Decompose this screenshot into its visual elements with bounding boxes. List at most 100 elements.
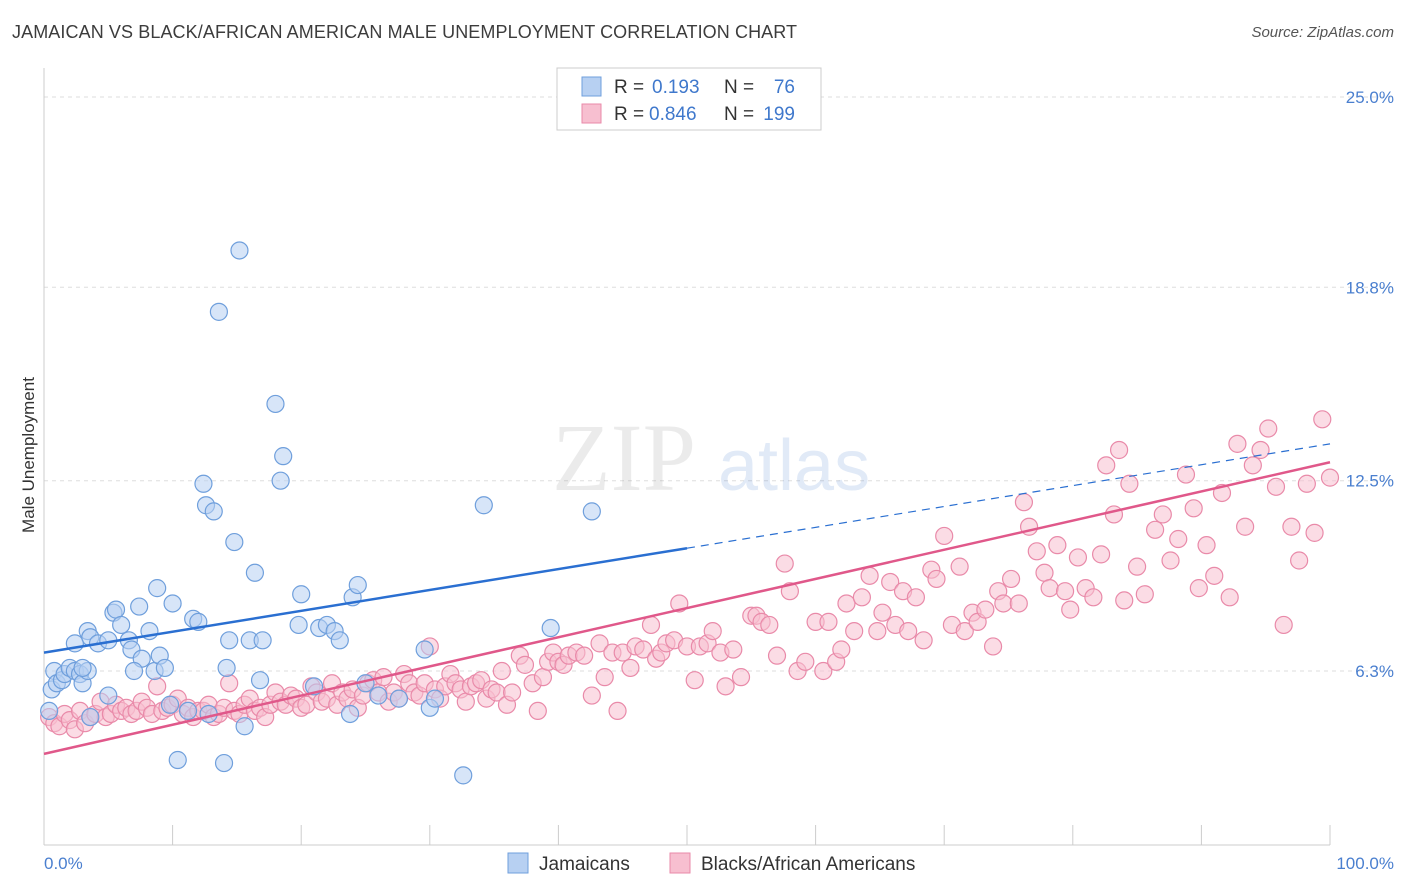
blacks-point-130 [760,615,779,635]
blacks-point-21 [148,677,167,696]
blacks-point-104 [590,634,609,653]
bottom-legend-swatch-blacks [669,852,691,874]
jamaicans-point-70 [474,496,493,515]
blacks-point-184 [1127,557,1147,576]
blacks-point-122 [703,621,722,641]
blacks-point-165 [1001,569,1021,589]
blacks-point-186 [1146,520,1165,539]
blacks-point-112 [641,615,661,635]
jamaicans-point-73 [73,658,92,678]
blacks-point-177 [1084,588,1103,607]
chart-title: JAMAICAN VS BLACK/AFRICAN AMERICAN MALE … [12,22,798,42]
legend-r-label-0: R = [614,77,644,98]
blacks-point-182 [1115,591,1134,610]
blacks-point-158 [955,621,974,641]
blacks-point-150 [899,621,918,641]
legend-box: R = 0.193 N = 76 R = 0.846 N = 199 [556,67,822,131]
blacks-point-201 [1259,419,1278,438]
y-tick-labels: 6.3% 12.5% 18.8% 25.0% [1346,88,1394,681]
blacks-point-203 [1274,615,1293,635]
blacks-point-126 [731,668,751,687]
jamaicans-point-65 [389,689,409,708]
blacks-point-144 [860,566,879,585]
blacks-point-103 [582,686,601,705]
series-jamaicans-points [40,241,601,785]
bottom-legend-blacks: Blacks/African Americans [701,854,915,875]
blacks-point-207 [1305,523,1324,542]
blacks-point-125 [724,640,743,659]
blacks-point-189 [1169,529,1188,549]
blacks-point-204 [1282,517,1301,536]
jamaicans-point-39 [209,302,228,321]
blacks-point-124 [716,677,735,696]
blacks-point-119 [685,671,704,690]
jamaicans-point-0 [40,701,59,721]
blacks-point-162 [983,637,1003,656]
blacks-point-155 [935,526,954,546]
blacks-point-193 [1197,536,1216,555]
jamaicans-point-18 [106,600,126,619]
blacks-point-146 [873,603,892,622]
jamaicans-point-60 [340,704,360,724]
blacks-point-180 [1104,505,1124,524]
jamaicans-point-64 [369,686,388,705]
jamaicans-point-68 [425,689,445,708]
blacks-point-202 [1266,477,1286,496]
legend-r-value-0: 0.193 [652,77,700,98]
blacks-point-145 [868,621,887,641]
legend-r-label-1: R = [614,104,644,125]
blacks-point-102 [575,646,594,665]
jamaicans-point-45 [235,717,254,736]
jamaicans-point-62 [348,575,367,595]
blacks-point-196 [1220,588,1239,607]
trend-lines [43,443,1331,756]
blacks-point-166 [1009,594,1028,613]
blacks-point-92 [515,655,535,674]
blacks-point-191 [1184,499,1203,518]
blacks-point-143 [852,588,871,607]
bottom-legend-swatch-jamaicans [507,852,529,874]
blacks-point-187 [1153,505,1172,524]
blacks-point-94 [528,701,547,721]
blacks-point-171 [1040,579,1059,598]
legend-n-label-0: N = [724,77,754,98]
watermark: ZIP atlas [552,404,870,511]
jamaicans-trend-line [43,546,688,654]
blacks-point-169 [1027,542,1046,561]
blacks-point-151 [906,588,926,607]
blacks-point-190 [1176,465,1196,484]
blacks-point-81 [456,692,475,711]
blacks-point-179 [1097,456,1116,475]
x-tick-label-1: 100.0% [1336,854,1394,873]
jamaicans-point-31 [168,750,187,770]
jamaicans-point-54 [292,585,311,604]
watermark-zip: ZIP [552,404,696,511]
jamaicans-trend-extension [686,443,1331,549]
blacks-point-170 [1035,563,1054,582]
jamaicans-point-49 [253,631,272,650]
source-label: Source: ZipAtlas.com [1251,24,1394,41]
jamaicans-point-48 [250,671,270,690]
y-axis-label: Male Unemployment [19,377,38,533]
y-tick-label-0: 6.3% [1355,662,1394,681]
jamaicans-point-66 [415,640,434,659]
legend-n-label-1: N = [724,104,754,125]
blacks-point-183 [1120,474,1139,493]
legend-swatch-jamaicans [581,76,602,97]
jamaicans-point-71 [541,618,560,638]
y-tick-label-3: 25.0% [1346,88,1394,107]
jamaicans-point-29 [160,695,180,714]
jamaicans-point-74 [124,661,144,681]
blacks-point-137 [814,661,833,681]
jamaicans-point-26 [148,579,167,598]
blacks-point-172 [1048,536,1067,555]
blacks-point-181 [1109,440,1129,460]
blacks-point-173 [1055,582,1075,601]
jamaicans-point-51 [271,471,290,490]
blacks-point-192 [1189,579,1208,598]
jamaicans-point-38 [204,502,223,521]
jamaicans-point-35 [194,474,213,493]
blacks-point-154 [927,569,946,589]
blacks-point-135 [796,652,815,671]
blacks-point-209 [1320,468,1340,487]
